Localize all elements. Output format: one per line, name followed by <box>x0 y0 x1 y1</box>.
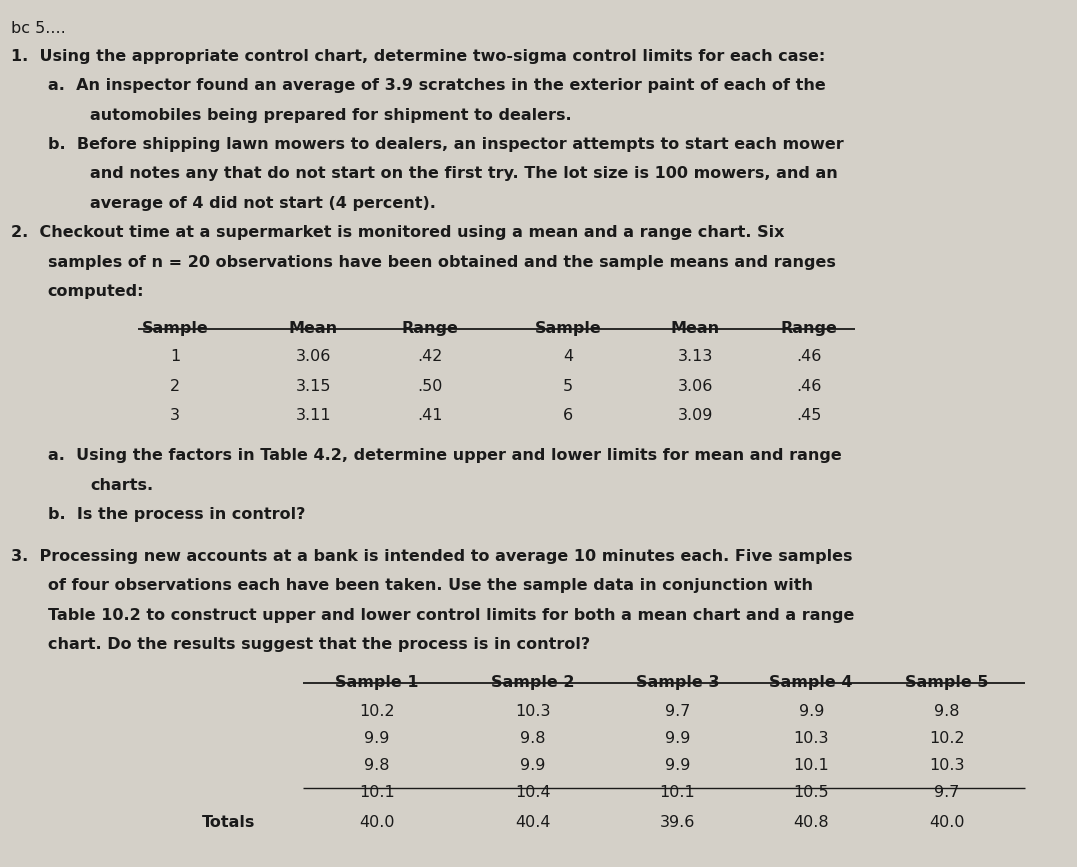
Text: .46: .46 <box>796 379 822 394</box>
Text: 10.2: 10.2 <box>929 731 965 746</box>
Text: 3.06: 3.06 <box>677 379 713 394</box>
Text: samples of n = 20 observations have been obtained and the sample means and range: samples of n = 20 observations have been… <box>47 255 836 270</box>
Text: 40.0: 40.0 <box>360 815 394 830</box>
Text: 10.3: 10.3 <box>929 758 965 772</box>
Text: 3: 3 <box>170 408 180 423</box>
Text: Sample 2: Sample 2 <box>491 675 575 690</box>
Text: 9.8: 9.8 <box>520 731 546 746</box>
Text: 40.8: 40.8 <box>794 815 829 830</box>
Text: .41: .41 <box>417 408 443 423</box>
Text: b.  Before shipping lawn mowers to dealers, an inspector attempts to start each : b. Before shipping lawn mowers to dealer… <box>47 137 843 152</box>
Text: .50: .50 <box>418 379 443 394</box>
Text: 10.4: 10.4 <box>515 785 550 799</box>
Text: a.  Using the factors in Table 4.2, determine upper and lower limits for mean an: a. Using the factors in Table 4.2, deter… <box>47 448 841 463</box>
Text: bc 5....: bc 5.... <box>11 21 66 36</box>
Text: 10.3: 10.3 <box>515 704 550 719</box>
Text: 2: 2 <box>170 379 180 394</box>
Text: 9.7: 9.7 <box>665 704 690 719</box>
Text: 39.6: 39.6 <box>660 815 695 830</box>
Text: 9.9: 9.9 <box>798 704 824 719</box>
Text: Sample: Sample <box>142 321 209 336</box>
Text: automobiles being prepared for shipment to dealers.: automobiles being prepared for shipment … <box>90 108 572 122</box>
Text: 2.  Checkout time at a supermarket is monitored using a mean and a range chart. : 2. Checkout time at a supermarket is mon… <box>11 225 784 240</box>
Text: 9.9: 9.9 <box>520 758 546 772</box>
Text: .45: .45 <box>796 408 822 423</box>
Text: 10.5: 10.5 <box>794 785 829 799</box>
Text: Sample 1: Sample 1 <box>335 675 419 690</box>
Text: Mean: Mean <box>289 321 338 336</box>
Text: Sample 3: Sample 3 <box>635 675 719 690</box>
Text: 10.1: 10.1 <box>659 785 696 799</box>
Text: 9.8: 9.8 <box>935 704 960 719</box>
Text: Totals: Totals <box>201 815 255 830</box>
Text: Sample: Sample <box>534 321 601 336</box>
Text: 5: 5 <box>563 379 573 394</box>
Text: 10.1: 10.1 <box>794 758 829 772</box>
Text: .42: .42 <box>418 349 443 364</box>
Text: 3.06: 3.06 <box>295 349 331 364</box>
Text: .46: .46 <box>796 349 822 364</box>
Text: 10.2: 10.2 <box>359 704 395 719</box>
Text: 3.  Processing new accounts at a bank is intended to average 10 minutes each. Fi: 3. Processing new accounts at a bank is … <box>11 549 852 564</box>
Text: Range: Range <box>402 321 459 336</box>
Text: of four observations each have been taken. Use the sample data in conjunction wi: of four observations each have been take… <box>47 578 813 593</box>
Text: Sample 5: Sample 5 <box>906 675 989 690</box>
Text: charts.: charts. <box>90 478 153 492</box>
Text: 10.1: 10.1 <box>359 785 395 799</box>
Text: 9.9: 9.9 <box>364 731 390 746</box>
Text: a.  An inspector found an average of 3.9 scratches in the exterior paint of each: a. An inspector found an average of 3.9 … <box>47 78 826 93</box>
Text: Table 10.2 to construct upper and lower control limits for both a mean chart and: Table 10.2 to construct upper and lower … <box>47 608 854 623</box>
Text: 1: 1 <box>170 349 180 364</box>
Text: Sample 4: Sample 4 <box>769 675 853 690</box>
Text: 40.0: 40.0 <box>929 815 965 830</box>
Text: 3.09: 3.09 <box>677 408 713 423</box>
Text: 10.3: 10.3 <box>794 731 829 746</box>
Text: Range: Range <box>781 321 838 336</box>
Text: 4: 4 <box>563 349 573 364</box>
Text: 9.8: 9.8 <box>364 758 390 772</box>
Text: 1.  Using the appropriate control chart, determine two-sigma control limits for : 1. Using the appropriate control chart, … <box>11 49 825 63</box>
Text: 9.9: 9.9 <box>665 731 690 746</box>
Text: 3.15: 3.15 <box>295 379 331 394</box>
Text: 40.4: 40.4 <box>515 815 550 830</box>
Text: Mean: Mean <box>671 321 721 336</box>
Text: chart. Do the results suggest that the process is in control?: chart. Do the results suggest that the p… <box>47 637 590 652</box>
Text: computed:: computed: <box>47 284 144 299</box>
Text: 3.11: 3.11 <box>295 408 331 423</box>
Text: 3.13: 3.13 <box>677 349 713 364</box>
Text: 9.7: 9.7 <box>935 785 960 799</box>
Text: 9.9: 9.9 <box>665 758 690 772</box>
Text: and notes any that do not start on the first try. The lot size is 100 mowers, an: and notes any that do not start on the f… <box>90 166 838 181</box>
Text: b.  Is the process in control?: b. Is the process in control? <box>47 507 305 522</box>
Text: average of 4 did not start (4 percent).: average of 4 did not start (4 percent). <box>90 196 436 211</box>
Text: 6: 6 <box>563 408 573 423</box>
